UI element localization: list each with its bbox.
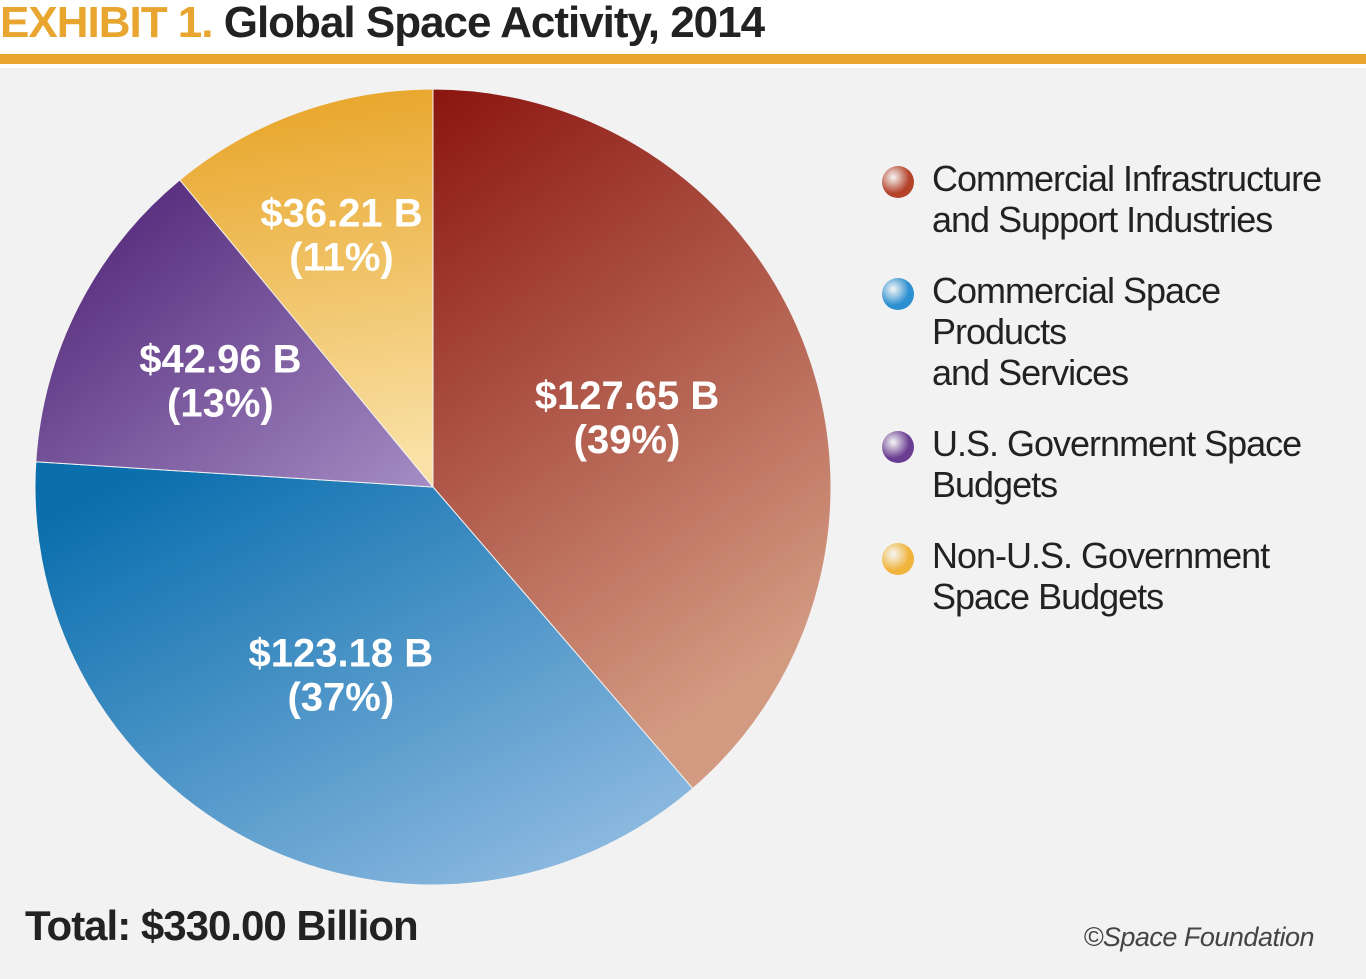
legend-label-line1: U.S. Government Space bbox=[932, 423, 1302, 464]
legend-label-line2: Budgets bbox=[932, 464, 1058, 505]
credit-label: ©Space Foundation bbox=[1083, 922, 1314, 952]
pie-labels: $127.65 B(39%) $123.18 B(37%) $42.96 B(13%… bbox=[139, 191, 719, 719]
slice-percent-label-non-us-government: (11%) bbox=[289, 235, 394, 279]
pie-chart: $127.65 B(39%) $123.18 B(37%) $42.96 B(13%… bbox=[34, 88, 832, 886]
slice-percent-label-us-government: (13%) bbox=[167, 381, 274, 425]
slice-value-label-non-us-government: $36.21 B bbox=[260, 191, 422, 235]
slice-value-label-commercial-products: $123.18 B bbox=[249, 631, 434, 675]
pie-slices bbox=[34, 88, 832, 886]
legend-swatch bbox=[882, 166, 914, 198]
legend-label-line1: Commercial Infrastructure bbox=[932, 158, 1322, 199]
total-label: Total: $330.00 Billion bbox=[25, 902, 419, 949]
legend-item-non-us-government: Non-U.S. Government Space Budgets bbox=[880, 535, 1350, 617]
legend-swatch bbox=[882, 278, 914, 310]
legend-item-us-government: U.S. Government Space Budgets bbox=[880, 423, 1350, 505]
slice-value-label-us-government: $42.96 B bbox=[139, 337, 301, 381]
pie-slice-us-government bbox=[35, 179, 435, 488]
legend-label-line1: Non-U.S. Government bbox=[932, 535, 1270, 576]
slice-value-label-commercial-infrastructure: $127.65 B bbox=[535, 374, 720, 418]
exhibit-label: EXHIBIT 1. bbox=[0, 0, 213, 47]
legend-label-line1: Commercial Space Products bbox=[932, 270, 1221, 352]
slice-percent-label-commercial-products: (37%) bbox=[287, 675, 394, 719]
title-rule bbox=[0, 54, 1366, 64]
legend-label-line2: and Services bbox=[932, 352, 1129, 393]
pie-slice-non-us-government bbox=[179, 88, 434, 489]
legend: Commercial Infrastructure and Support In… bbox=[880, 158, 1350, 647]
pie-slice-commercial-infrastructure bbox=[432, 88, 832, 790]
title-text: Global Space Activity, 2014 bbox=[223, 0, 765, 47]
legend-item-commercial-infrastructure: Commercial Infrastructure and Support In… bbox=[880, 158, 1350, 240]
chart-title: EXHIBIT 1. Global Space Activity, 2014 bbox=[0, 0, 765, 50]
legend-item-commercial-products: Commercial Space Products and Services bbox=[880, 270, 1350, 393]
legend-swatch bbox=[882, 431, 914, 463]
legend-label-line2: Space Budgets bbox=[932, 576, 1164, 617]
slice-percent-label-commercial-infrastructure: (39%) bbox=[574, 418, 681, 462]
legend-swatch bbox=[882, 543, 914, 575]
legend-label-line2: and Support Industries bbox=[932, 199, 1273, 240]
pie-slice-commercial-products bbox=[34, 461, 694, 886]
